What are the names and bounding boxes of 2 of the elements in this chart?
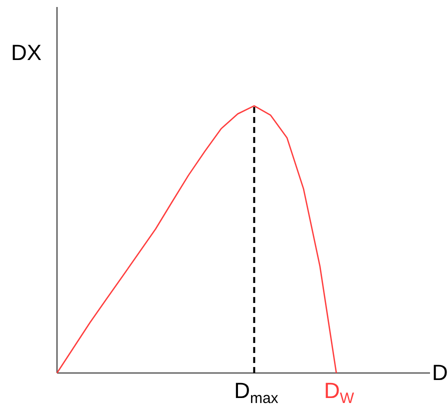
y-axis-title: DX bbox=[11, 40, 42, 65]
x-axis-title: D bbox=[432, 360, 448, 385]
